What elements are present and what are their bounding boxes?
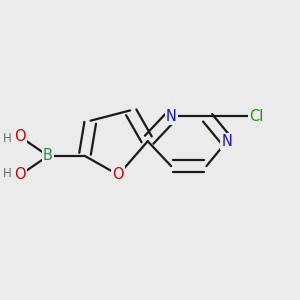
Text: N: N (221, 134, 232, 149)
Text: O: O (14, 167, 26, 182)
Text: H: H (3, 132, 11, 145)
Text: O: O (112, 167, 124, 182)
Text: H: H (3, 167, 11, 180)
Text: O: O (14, 129, 26, 144)
Text: Cl: Cl (249, 109, 263, 124)
Text: B: B (43, 148, 53, 164)
Text: N: N (166, 109, 177, 124)
